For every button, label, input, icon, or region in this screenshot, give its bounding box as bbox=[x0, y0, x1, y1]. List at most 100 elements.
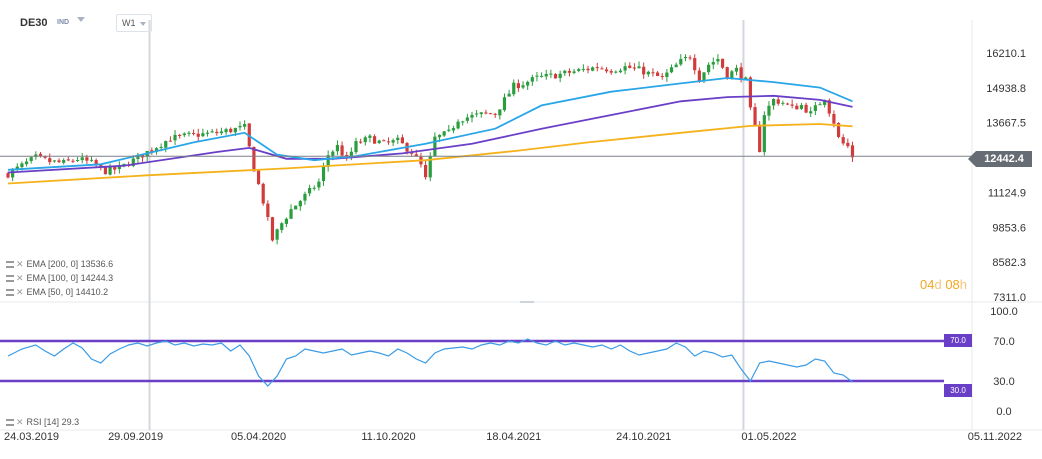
candle-body bbox=[776, 99, 780, 104]
countdown-hours-unit: h bbox=[959, 277, 968, 292]
candle-body bbox=[521, 85, 525, 88]
candle-body bbox=[48, 158, 52, 163]
candle-body bbox=[530, 77, 534, 82]
candle-body bbox=[711, 61, 715, 65]
last-price-tag: 12442.4 bbox=[968, 151, 1032, 167]
rsi-tick-label: 30.0 bbox=[993, 376, 1014, 388]
candle-body bbox=[693, 58, 697, 71]
candle-body bbox=[224, 129, 228, 133]
candle-body bbox=[558, 73, 562, 78]
candle-body bbox=[475, 113, 479, 115]
candle-body bbox=[317, 181, 321, 188]
candle-body bbox=[368, 135, 372, 138]
candle-body bbox=[382, 140, 386, 142]
candle-body bbox=[818, 104, 822, 106]
chevron-down-icon bbox=[140, 22, 146, 26]
candle-body bbox=[772, 99, 776, 106]
ema100-line bbox=[7, 94, 853, 174]
candle-body bbox=[651, 72, 655, 74]
candle-body bbox=[24, 161, 29, 165]
candle-body bbox=[192, 133, 196, 135]
legend-ema50[interactable]: ✕ EMA [50, 0] 14410.2 bbox=[6, 286, 108, 298]
candle-body bbox=[730, 71, 734, 80]
candle-body bbox=[442, 131, 446, 136]
settings-icon[interactable] bbox=[6, 275, 14, 283]
candle-body bbox=[215, 131, 219, 134]
candle-body bbox=[196, 133, 200, 137]
symbol-name[interactable]: DE30 bbox=[20, 17, 48, 29]
candle-body bbox=[252, 146, 256, 172]
candle-body bbox=[117, 165, 121, 170]
candle-body bbox=[595, 67, 599, 69]
candle-body bbox=[182, 133, 186, 136]
settings-icon[interactable] bbox=[6, 289, 14, 297]
candle-body bbox=[103, 166, 108, 175]
candle-body bbox=[516, 83, 520, 89]
candle-body bbox=[688, 57, 692, 59]
candle-body bbox=[433, 136, 437, 156]
candle-body bbox=[321, 166, 326, 182]
ema200-line bbox=[7, 123, 853, 185]
candle-body bbox=[386, 141, 391, 143]
candle-body bbox=[108, 166, 112, 175]
price-tick-label: 16210.1 bbox=[986, 48, 1026, 60]
candle-body bbox=[363, 137, 367, 143]
candle-body bbox=[233, 127, 237, 133]
candle-body bbox=[275, 229, 279, 240]
candle-body bbox=[99, 164, 103, 167]
candle-body bbox=[567, 70, 572, 73]
candle-body bbox=[256, 170, 261, 185]
candle-body bbox=[697, 70, 701, 81]
candle-body bbox=[628, 65, 632, 68]
candle-body bbox=[354, 141, 358, 153]
legend-ema100[interactable]: ✕ EMA [100, 0] 14244.3 bbox=[6, 272, 113, 284]
close-icon[interactable]: ✕ bbox=[16, 417, 24, 427]
settings-icon[interactable] bbox=[6, 419, 14, 427]
candle-body bbox=[456, 121, 460, 129]
candle-body bbox=[790, 104, 794, 106]
close-icon[interactable]: ✕ bbox=[16, 259, 24, 269]
candle-body bbox=[437, 134, 442, 138]
candle-body bbox=[637, 66, 641, 69]
candle-body bbox=[270, 217, 275, 241]
close-icon[interactable]: ✕ bbox=[16, 273, 24, 283]
rsi-upper-tag: 70.0 bbox=[944, 334, 972, 347]
interval-select[interactable]: W1 bbox=[116, 14, 152, 32]
price-tick-label: 9853.6 bbox=[992, 222, 1026, 234]
candle-body bbox=[80, 157, 84, 161]
candle-countdown: 04d 08h bbox=[920, 277, 967, 292]
candle-body bbox=[642, 66, 646, 75]
chart-toolbar: DE30 IND W1 bbox=[0, 0, 1042, 40]
candle-body bbox=[600, 68, 604, 70]
candle-body bbox=[660, 75, 664, 77]
candle-body bbox=[632, 67, 636, 69]
settings-icon[interactable] bbox=[6, 261, 14, 269]
candle-body bbox=[136, 154, 140, 159]
candle-body bbox=[804, 104, 808, 113]
candle-body bbox=[359, 141, 363, 143]
candle-body bbox=[614, 71, 618, 73]
candle-body bbox=[94, 160, 98, 166]
legend-rsi[interactable]: ✕ RSI [14] 29.3 bbox=[6, 416, 79, 428]
candle-body bbox=[586, 68, 590, 71]
price-tick-label: 7311.0 bbox=[993, 292, 1026, 304]
candle-body bbox=[52, 160, 56, 162]
close-icon[interactable]: ✕ bbox=[16, 287, 24, 297]
candle-body bbox=[331, 151, 335, 156]
legend-ema200[interactable]: ✕ EMA [200, 0] 13536.6 bbox=[6, 258, 113, 270]
time-tick-label: 29.09.2019 bbox=[108, 431, 163, 443]
candle-body bbox=[243, 124, 247, 127]
candle-body bbox=[544, 73, 548, 77]
time-tick-label: 05.04.2020 bbox=[231, 431, 286, 443]
price-tick-label: 11124.9 bbox=[988, 187, 1026, 199]
candle-body bbox=[201, 133, 205, 137]
rsi-tick-label: 0.0 bbox=[996, 406, 1011, 418]
candle-body bbox=[526, 81, 530, 86]
candle-body bbox=[488, 113, 493, 115]
candle-body bbox=[604, 69, 609, 72]
candle-body bbox=[210, 131, 214, 133]
chevron-down-icon[interactable] bbox=[77, 17, 85, 22]
candle-body bbox=[238, 125, 242, 128]
